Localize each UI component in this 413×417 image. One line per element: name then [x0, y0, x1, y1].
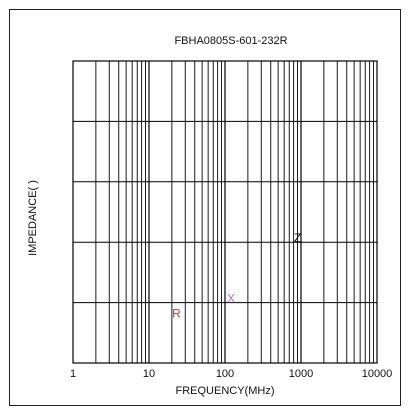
x-tick-labels: 1 10 100 1000 10000 — [70, 368, 392, 380]
chart-title: FBHA0805S-601-232R — [174, 35, 287, 47]
series-label-r: R — [172, 307, 181, 321]
x-tick-label: 10000 — [362, 368, 393, 380]
x-tick-label: 100 — [216, 368, 234, 380]
series-labels: R X Z — [172, 231, 301, 321]
x-axis-label: FREQUENCY(MHz) — [176, 385, 275, 397]
x-tick-label: 1 — [70, 368, 76, 380]
x-tick-label: 10 — [143, 368, 155, 380]
x-tick-label: 1000 — [289, 368, 313, 380]
series-label-z: Z — [294, 231, 301, 245]
y-axis-label: IMPEDANCE( ) — [27, 180, 39, 256]
grid-layer — [73, 61, 377, 363]
chart-frame — [9, 9, 401, 406]
series-label-x: X — [227, 292, 235, 306]
plot-border — [72, 60, 378, 364]
